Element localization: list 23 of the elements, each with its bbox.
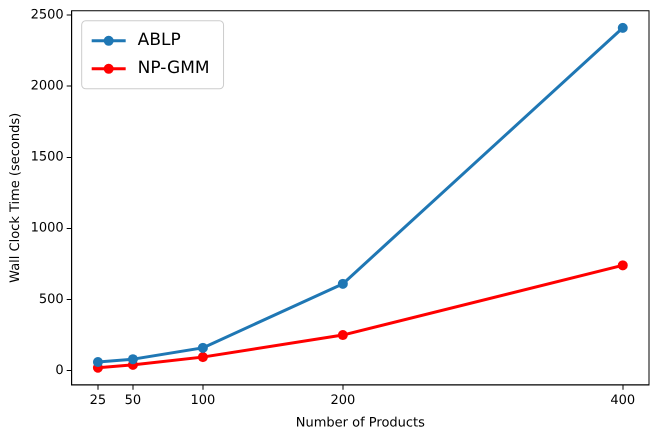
- legend-label: ABLP: [138, 30, 181, 50]
- y-axis-title: Wall Clock Time (seconds): [8, 112, 24, 283]
- point: [128, 354, 138, 364]
- x-tick-label: 200: [330, 392, 356, 408]
- point: [198, 352, 208, 362]
- point: [338, 330, 348, 340]
- legend-label: NP-GMM: [138, 58, 210, 78]
- point: [92, 357, 103, 368]
- x-tick-label: 50: [124, 392, 142, 408]
- x-tick-label: 400: [610, 392, 636, 408]
- point: [618, 260, 628, 270]
- y-tick-label: 500: [38, 292, 64, 307]
- x-tick-label: 100: [190, 392, 216, 408]
- point: [198, 342, 208, 353]
- x-axis-title: Number of Products: [296, 416, 426, 431]
- y-tick-label: 2500: [30, 7, 64, 22]
- y-tick-label: 2000: [30, 78, 64, 94]
- y-tick-label: 1000: [30, 220, 64, 236]
- point: [338, 278, 348, 289]
- y-tick-label: 0: [55, 362, 64, 378]
- x-tick-label: 25: [90, 392, 106, 408]
- point: [618, 22, 628, 33]
- y-tick-label: 1500: [30, 150, 64, 165]
